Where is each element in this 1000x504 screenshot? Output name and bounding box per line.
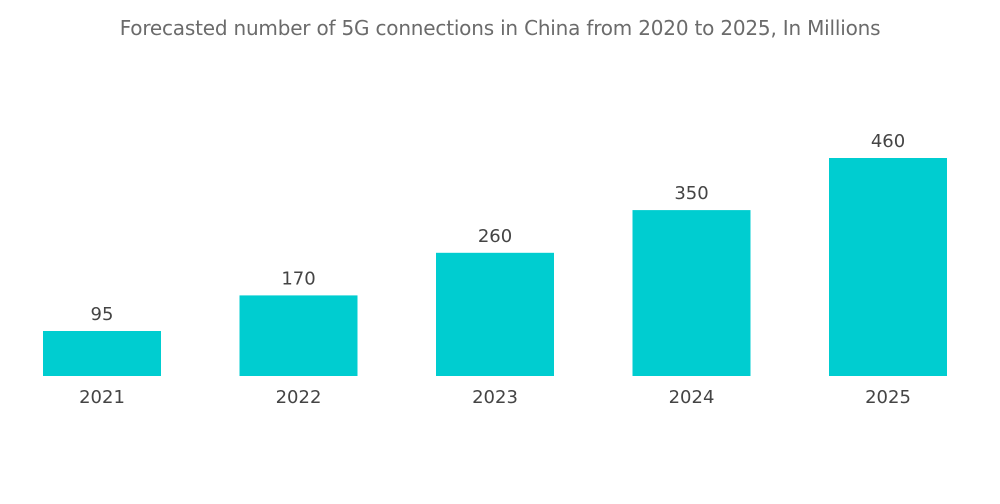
tick-label-2025: 2025 — [865, 387, 911, 408]
value-label-2022: 170 — [281, 268, 315, 289]
bar-2022 — [239, 295, 358, 376]
bars-group — [43, 158, 947, 376]
value-label-2021: 95 — [91, 304, 114, 325]
bar-2021 — [43, 331, 161, 376]
value-label-2023: 260 — [478, 226, 512, 247]
tick-label-2022: 2022 — [276, 387, 322, 408]
value-label-2024: 350 — [674, 183, 708, 204]
chart-title: Forecasted number of 5G connections in C… — [119, 16, 881, 40]
value-label-2025: 460 — [871, 131, 905, 152]
x-axis-tick-labels: 2021 2022 2023 2024 2025 — [79, 387, 911, 408]
tick-label-2024: 2024 — [669, 387, 715, 408]
bar-2023 — [436, 252, 554, 376]
value-labels-group: 95 170 260 350 460 — [91, 131, 906, 325]
bar-2024 — [632, 210, 751, 376]
bar-2025 — [829, 158, 947, 376]
tick-label-2021: 2021 — [79, 387, 125, 408]
tick-label-2023: 2023 — [472, 387, 518, 408]
